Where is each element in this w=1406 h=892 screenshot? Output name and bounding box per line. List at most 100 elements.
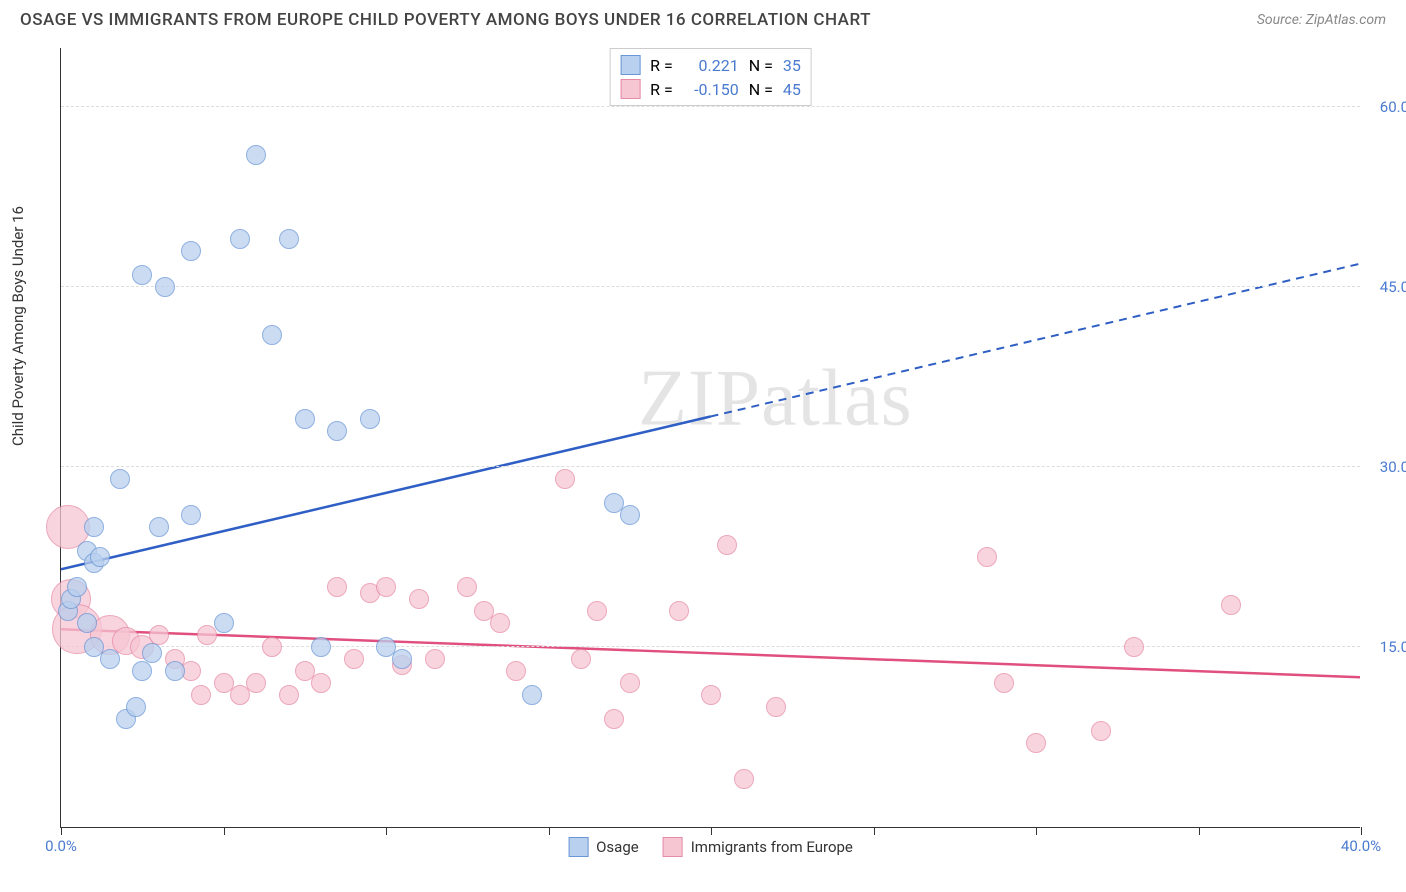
- x-tick: [386, 827, 387, 835]
- europe-point: [457, 577, 477, 597]
- europe-point: [262, 637, 282, 657]
- n-label: N =: [749, 80, 773, 99]
- europe-point: [409, 589, 429, 609]
- legend: Osage Immigrants from Europe: [568, 837, 853, 857]
- osage-point: [311, 637, 331, 657]
- x-tick: [224, 827, 225, 835]
- x-tick: [874, 827, 875, 835]
- europe-point: [620, 673, 640, 693]
- osage-point: [214, 613, 234, 633]
- osage-point: [126, 697, 146, 717]
- europe-point: [506, 661, 526, 681]
- europe-point: [1091, 721, 1111, 741]
- osage-point: [149, 517, 169, 537]
- y-tick-label: 30.0%: [1380, 458, 1406, 476]
- source-attribution: Source: ZipAtlas.com: [1257, 12, 1386, 28]
- x-tick: [1361, 827, 1362, 835]
- osage-point: [100, 649, 120, 669]
- europe-point: [1026, 733, 1046, 753]
- osage-point: [181, 241, 201, 261]
- r-value-osage: 0.221: [683, 56, 739, 75]
- legend-label-osage: Osage: [596, 838, 639, 856]
- x-tick-label: 0.0%: [45, 837, 77, 855]
- osage-point: [522, 685, 542, 705]
- osage-point: [90, 547, 110, 567]
- europe-point: [571, 649, 591, 669]
- osage-point: [132, 265, 152, 285]
- legend-item-osage: Osage: [568, 837, 639, 857]
- legend-label-europe: Immigrants from Europe: [691, 838, 853, 856]
- r-value-europe: -0.150: [683, 80, 739, 99]
- gridline: [61, 106, 1360, 107]
- n-value-europe: 45: [783, 80, 801, 99]
- x-tick: [711, 827, 712, 835]
- x-tick: [549, 827, 550, 835]
- europe-point: [555, 469, 575, 489]
- europe-point: [1124, 637, 1144, 657]
- watermark: ZIPatlas: [638, 353, 913, 444]
- stats-row-osage: R = 0.221 N = 35: [620, 53, 801, 77]
- europe-point: [246, 673, 266, 693]
- gridline: [61, 466, 1360, 467]
- osage-point: [230, 229, 250, 249]
- stats-row-europe: R = -0.150 N = 45: [620, 77, 801, 101]
- europe-point: [669, 601, 689, 621]
- x-tick: [1199, 827, 1200, 835]
- europe-point: [734, 769, 754, 789]
- europe-point: [994, 673, 1014, 693]
- correlation-stats-box: R = 0.221 N = 35 R = -0.150 N = 45: [609, 48, 812, 106]
- osage-point: [360, 409, 380, 429]
- europe-point: [327, 577, 347, 597]
- osage-point: [279, 229, 299, 249]
- europe-point: [344, 649, 364, 669]
- europe-point: [604, 709, 624, 729]
- europe-point: [425, 649, 445, 669]
- europe-point: [977, 547, 997, 567]
- x-tick-label: 40.0%: [1341, 837, 1381, 855]
- r-label: R =: [650, 56, 673, 75]
- osage-point: [262, 325, 282, 345]
- scatter-chart: ZIPatlas R = 0.221 N = 35 R = -0.150 N =…: [60, 48, 1360, 828]
- europe-point: [717, 535, 737, 555]
- osage-point: [67, 577, 87, 597]
- osage-point: [392, 649, 412, 669]
- europe-point: [766, 697, 786, 717]
- osage-point: [165, 661, 185, 681]
- y-tick-label: 45.0%: [1380, 278, 1406, 296]
- europe-point: [701, 685, 721, 705]
- x-tick: [1036, 827, 1037, 835]
- gridline: [61, 286, 1360, 287]
- osage-point: [132, 661, 152, 681]
- europe-point: [490, 613, 510, 633]
- osage-point: [295, 409, 315, 429]
- gridline: [61, 646, 1360, 647]
- x-tick: [61, 827, 62, 835]
- y-tick-label: 15.0%: [1380, 638, 1406, 656]
- chart-title: OSAGE VS IMMIGRANTS FROM EUROPE CHILD PO…: [20, 10, 871, 30]
- europe-point: [149, 625, 169, 645]
- europe-point: [279, 685, 299, 705]
- osage-point: [327, 421, 347, 441]
- osage-point: [181, 505, 201, 525]
- osage-point: [620, 505, 640, 525]
- osage-point: [110, 469, 130, 489]
- n-label: N =: [749, 56, 773, 75]
- europe-point: [587, 601, 607, 621]
- osage-point: [77, 613, 97, 633]
- legend-item-europe: Immigrants from Europe: [663, 837, 853, 857]
- legend-swatch-europe: [663, 837, 683, 857]
- n-value-osage: 35: [783, 56, 801, 75]
- osage-point: [246, 145, 266, 165]
- y-tick-label: 60.0%: [1380, 98, 1406, 116]
- r-label: R =: [650, 80, 673, 99]
- swatch-europe: [620, 79, 640, 99]
- y-axis-title: Child Poverty Among Boys Under 16: [9, 206, 27, 446]
- europe-point: [191, 685, 211, 705]
- osage-point: [84, 517, 104, 537]
- europe-point: [1221, 595, 1241, 615]
- europe-point: [376, 577, 396, 597]
- europe-point: [311, 673, 331, 693]
- legend-swatch-osage: [568, 837, 588, 857]
- osage-point: [142, 643, 162, 663]
- osage-point: [155, 277, 175, 297]
